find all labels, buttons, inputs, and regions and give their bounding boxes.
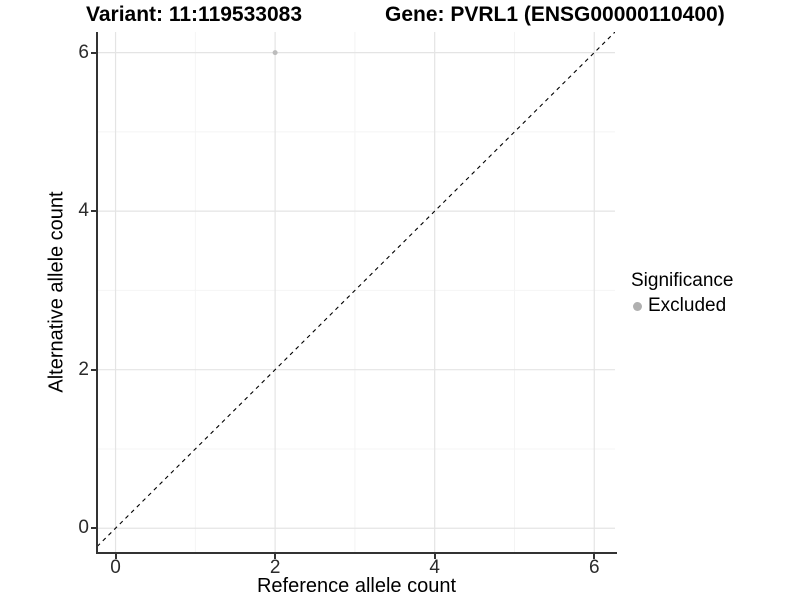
x-tick-mark [274, 554, 277, 559]
y-tick-mark [91, 368, 96, 371]
legend-title: Significance [631, 270, 734, 291]
legend-items: Excluded [631, 295, 733, 317]
x-tick-label: 2 [269, 557, 281, 578]
variant-title: Variant: 11:119533083 [86, 3, 303, 26]
plot-canvas [98, 32, 615, 552]
y-tick-label: 2 [78, 358, 89, 380]
y-tick-label: 4 [78, 200, 89, 222]
legend-key-circle-icon [633, 301, 642, 311]
x-tick-label: 4 [429, 557, 440, 578]
gene-title: Gene: PVRL1 (ENSG00000110400) [385, 3, 725, 26]
y-tick-mark [91, 51, 96, 54]
legend-item-label: Excluded [648, 295, 727, 316]
y-tick-label: 6 [78, 41, 89, 63]
x-tick-mark [433, 554, 436, 559]
y-tick-label: 0 [78, 517, 89, 539]
y-tick-mark [91, 527, 96, 530]
x-tick-label: 6 [588, 557, 600, 578]
y-axis-line [96, 32, 98, 554]
y-axis-title: Alternative allele count [45, 191, 68, 393]
x-tick-mark [593, 554, 596, 559]
y-tick-mark [91, 210, 96, 213]
plot-panel [98, 32, 615, 552]
x-axis-title: Reference allele count [256, 575, 456, 597]
x-axis-line [96, 552, 617, 554]
data-point [272, 50, 278, 56]
legend: Significance Excluded [631, 270, 733, 317]
x-tick-mark [114, 554, 117, 559]
x-tick-label: 0 [110, 557, 121, 578]
identity-line [98, 32, 615, 547]
legend-item: Excluded [631, 295, 733, 317]
